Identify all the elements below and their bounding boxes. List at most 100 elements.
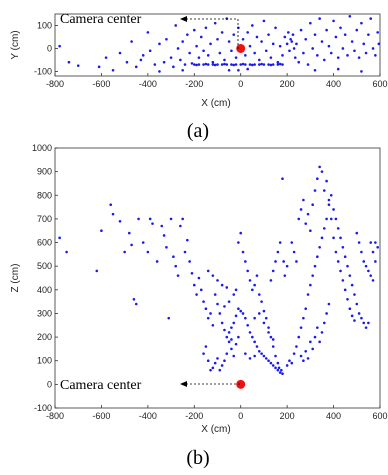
b-y-tick-label: 100 (37, 356, 52, 366)
a-data-point (355, 28, 359, 32)
b-data-point (241, 250, 245, 254)
a-data-point (118, 51, 122, 55)
a-data-point (360, 21, 363, 25)
b-data-point (343, 255, 347, 259)
a-data-point (332, 19, 335, 23)
b-data-point (269, 335, 273, 339)
a-data-point (241, 62, 245, 66)
b-data-point (329, 193, 333, 197)
a-data-point (281, 63, 284, 66)
a-data-point (181, 40, 184, 43)
b-data-point (195, 293, 198, 296)
a-data-point (190, 62, 194, 65)
b-data-point (285, 264, 289, 268)
b-data-point (274, 366, 277, 370)
a-data-point (179, 58, 182, 62)
a-data-point (288, 49, 291, 53)
b-data-point (257, 349, 261, 353)
b-data-point (234, 342, 238, 346)
panel-a-caption: (a) (187, 120, 209, 142)
a-data-point (181, 68, 184, 72)
b-data-point (283, 274, 287, 277)
b-data-point (274, 260, 277, 263)
b-data-point (58, 236, 61, 240)
b-data-point (276, 250, 280, 254)
a-data-point (125, 60, 129, 64)
b-data-point (146, 250, 150, 254)
b-data-point (290, 241, 294, 244)
a-data-point (97, 65, 101, 69)
a-data-point (186, 33, 189, 36)
b-data-point (127, 231, 131, 235)
a-data-point (271, 42, 275, 46)
a-data-point (220, 31, 224, 34)
a-data-point (204, 26, 208, 30)
a-data-point (223, 58, 226, 62)
b-data-point (322, 189, 326, 192)
a-data-point (262, 63, 266, 66)
b-data-point (234, 288, 238, 292)
b-data-point (204, 345, 208, 348)
b-data-point (362, 321, 366, 325)
b-data-point (209, 312, 212, 315)
b-data-point (227, 340, 231, 344)
b-data-point (364, 264, 368, 268)
b-data-point (278, 241, 282, 244)
b-data-point (311, 274, 314, 277)
a-data-point (253, 63, 256, 66)
b-y-tick-label: 800 (37, 190, 52, 200)
a-data-point (313, 33, 317, 36)
b-data-point (223, 305, 226, 308)
a-data-point (278, 62, 282, 66)
a-y-tick-label: 0 (47, 43, 52, 53)
b-data-point (353, 293, 356, 296)
b-y-tick-label: 300 (37, 308, 52, 318)
b-data-point (169, 217, 173, 221)
b-data-point (281, 372, 284, 376)
a-y-tick-label: 100 (37, 20, 52, 30)
b-data-point (341, 279, 345, 282)
a-data-point (271, 63, 275, 66)
a-data-point (130, 40, 133, 43)
b-data-point (225, 286, 229, 289)
b-data-point (271, 338, 275, 341)
b-data-point (248, 357, 252, 360)
a-data-point (290, 40, 294, 43)
b-data-point (230, 347, 233, 351)
b-data-point (192, 283, 196, 287)
b-data-point (206, 359, 210, 363)
b-data-point (253, 316, 256, 320)
b-y-tick-label: -100 (34, 403, 52, 413)
panel-a-y-label: Y (cm) (10, 30, 21, 59)
b-data-point (206, 269, 210, 273)
b-data-point (227, 300, 231, 303)
b-data-point (253, 340, 256, 344)
b-data-point (264, 357, 268, 360)
b-data-point (260, 300, 263, 303)
b-data-point (202, 300, 205, 303)
a-data-point (211, 60, 215, 64)
b-data-point (276, 368, 280, 372)
a-data-point (188, 51, 191, 55)
a-data-point (283, 35, 287, 39)
a-data-point (269, 63, 273, 67)
a-data-point (269, 56, 273, 59)
b-x-tick-label: 600 (372, 411, 387, 421)
panel-a-points (58, 14, 381, 73)
a-data-point (104, 56, 108, 59)
panel-a-y-ticks: -100 0 100 (34, 20, 58, 76)
b-x-tick-label: 200 (280, 411, 295, 421)
a-data-point (213, 21, 217, 25)
b-y-tick-label: 0 (47, 379, 52, 389)
b-data-point (299, 354, 303, 358)
b-data-point (100, 229, 103, 233)
b-y-tick-label: 400 (37, 285, 52, 295)
a-data-point (267, 33, 270, 36)
a-data-point (369, 17, 373, 20)
b-data-point (216, 357, 219, 360)
a-data-point (274, 26, 277, 30)
a-data-point (278, 44, 282, 48)
b-data-point (367, 321, 370, 325)
b-data-point (204, 307, 208, 311)
b-x-tick-label: 400 (326, 411, 341, 421)
